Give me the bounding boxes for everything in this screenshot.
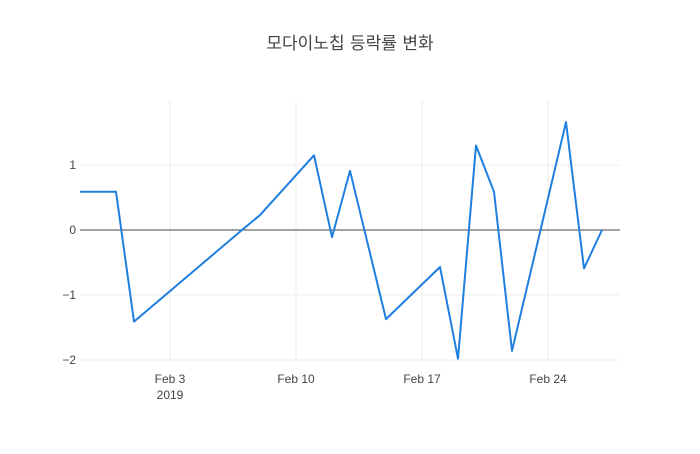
y-tick-label: −2 bbox=[62, 353, 76, 367]
x-tick-label: Feb 10 bbox=[277, 372, 315, 386]
axis-tick-labels: Feb 3 2019 Feb 10 Feb 17 Feb 24 1 0 −1 −2 bbox=[62, 158, 567, 402]
series-layer bbox=[80, 122, 602, 359]
chart-title: 모다이노칩 등락률 변화 bbox=[266, 34, 434, 54]
y-tick-label: 0 bbox=[69, 223, 76, 237]
x-tick-year-label: 2019 bbox=[157, 388, 184, 402]
x-tick-label: Feb 24 bbox=[529, 372, 567, 386]
x-tick-label: Feb 17 bbox=[403, 372, 441, 386]
y-tick-label: 1 bbox=[69, 158, 76, 172]
series-line bbox=[80, 122, 602, 359]
x-tick-label: Feb 3 bbox=[155, 372, 186, 386]
y-tick-label: −1 bbox=[62, 288, 76, 302]
